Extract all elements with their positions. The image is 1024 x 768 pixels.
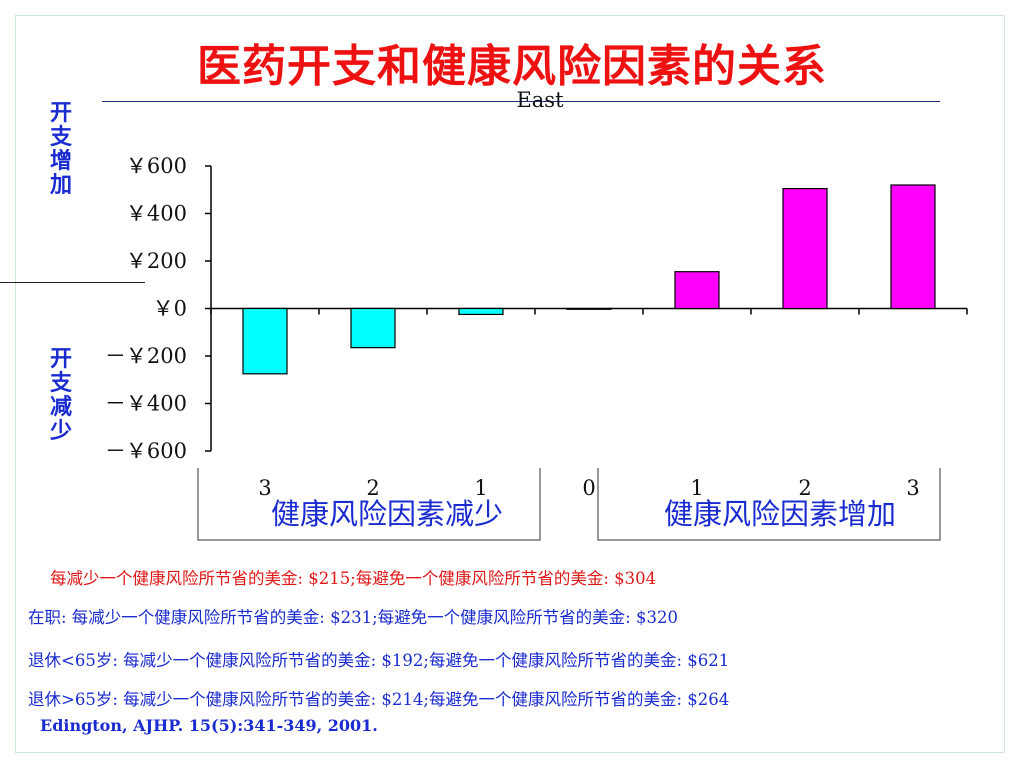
group-label-increase: 健康风险因素增加 (664, 497, 896, 531)
left-rule (0, 282, 145, 283)
note-retired-under-65: 退休<65岁: 每减少一个健康风险所节省的美金: $192;每避免一个健康风险所… (28, 651, 730, 670)
y-tick-label: ￥0 (153, 297, 187, 321)
y-tick-label: －￥600 (105, 439, 187, 463)
category-label: 2 (366, 476, 379, 500)
category-label: 3 (906, 476, 919, 500)
category-label: 2 (798, 476, 811, 500)
category-label: 3 (258, 476, 271, 500)
category-label: 1 (690, 476, 703, 500)
bar (242, 307, 288, 375)
group-bracket-right (597, 468, 941, 541)
y-tick-label: ￥400 (126, 202, 187, 226)
citation: Edington, AJHP. 15(5):341-349, 2001. (40, 716, 378, 735)
y-label-increase: 开支增加 (49, 101, 72, 198)
note-employed: 在职: 每减少一个健康风险所节省的美金: $231;每避免一个健康风险所节省的美… (28, 608, 678, 627)
note-retired-over-65: 退休>65岁: 每减少一个健康风险所节省的美金: $214;每避免一个健康风险所… (28, 690, 730, 709)
bar (566, 307, 612, 310)
bar (890, 184, 936, 310)
bar (350, 307, 396, 349)
slide-title: 医药开支和健康风险因素的关系 (197, 41, 827, 92)
y-tick-label: ￥600 (126, 154, 187, 178)
title-rule (102, 101, 940, 102)
group-bracket-left (197, 468, 541, 541)
bar (458, 307, 504, 316)
group-label-decrease: 健康风险因素减少 (271, 497, 503, 531)
y-tick-label: －￥200 (105, 344, 187, 368)
category-label: 1 (474, 476, 487, 500)
chart-subtitle: East (516, 88, 564, 112)
slide-frame (15, 15, 1005, 753)
y-label-decrease: 开支减少 (49, 347, 72, 444)
note-overall: 每减少一个健康风险所节省的美金: $215;每避免一个健康风险所节省的美金: $… (50, 569, 657, 588)
category-label: 0 (582, 476, 595, 500)
bar (782, 187, 828, 310)
y-tick-label: ￥200 (126, 249, 187, 273)
bar (674, 271, 720, 310)
y-tick-label: －￥400 (105, 392, 187, 416)
